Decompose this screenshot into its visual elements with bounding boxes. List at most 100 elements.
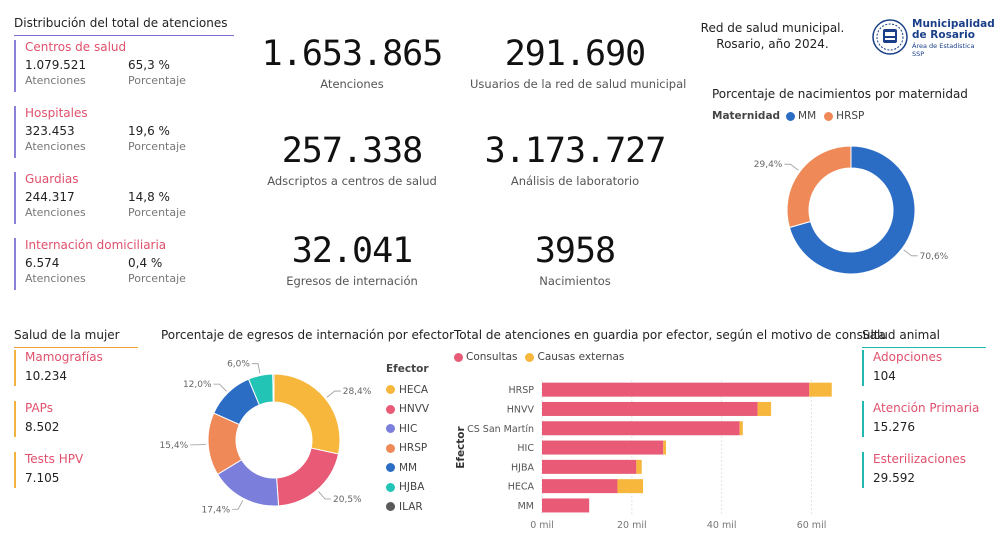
kpi-value: 10.234 bbox=[25, 369, 67, 383]
kpi-value: 3958 bbox=[534, 231, 616, 271]
egresos-legend-item[interactable]: HNVV bbox=[386, 400, 429, 420]
guardia-legend-item[interactable]: Consultas bbox=[454, 351, 517, 363]
municipality-logo: Municipalidad de Rosario Área de Estadís… bbox=[872, 17, 995, 61]
bar-consultas[interactable] bbox=[542, 401, 758, 416]
dist-card-pct-label: Porcentaje bbox=[128, 206, 186, 219]
kpi-label: Análisis de laboratorio bbox=[510, 174, 640, 188]
egresos-legend-item[interactable]: MM bbox=[386, 458, 429, 478]
donut-data-label: 70,6% bbox=[920, 252, 949, 262]
dist-card-value: 1.079.521 bbox=[25, 58, 87, 72]
bar-consultas[interactable] bbox=[542, 459, 637, 474]
bar-consultas[interactable] bbox=[542, 382, 810, 397]
bar-consultas[interactable] bbox=[542, 498, 590, 513]
bar-causas-externas[interactable] bbox=[663, 440, 666, 455]
bar-causas-externas[interactable] bbox=[809, 382, 832, 397]
dist-card-guardias: Guardias 244.317 Atenciones 14,8 % Porcent… bbox=[14, 172, 234, 224]
legend-swatch bbox=[386, 404, 395, 414]
report-header: Red de salud municipal. Rosario, año 202… bbox=[690, 20, 855, 52]
bar-consultas[interactable] bbox=[542, 421, 740, 436]
guardia-bar-chart: 0 mil 20 mil 40 mil 60 mil Efector HRSP HNVV CS… bbox=[455, 380, 832, 531]
donut-leader-line bbox=[232, 500, 244, 510]
legend-label: Causas externas bbox=[537, 351, 625, 363]
legend-label: HIC bbox=[399, 422, 418, 435]
dist-card-value-label: Atenciones bbox=[25, 206, 86, 219]
dist-card-value: 323.453 bbox=[25, 124, 75, 138]
donut-slice-mm[interactable] bbox=[788, 145, 916, 275]
births-legend-title: Maternidad bbox=[712, 110, 781, 122]
y-axis-title: Efector bbox=[455, 425, 467, 468]
logo-line3: Área de Estadística bbox=[912, 42, 975, 50]
births-donut-chart: 70,6% 29,4% bbox=[754, 145, 949, 275]
egresos-legend-item[interactable]: HRSP bbox=[386, 439, 429, 459]
dist-card-name: Hospitales bbox=[25, 106, 88, 120]
mujer-kpi-hpv: Tests HPV 7.105 bbox=[14, 452, 83, 488]
kpi-value: 291.690 bbox=[504, 34, 647, 74]
y-tick-label: HJBA bbox=[511, 462, 534, 473]
legend-swatch bbox=[386, 502, 395, 512]
legend-label: HRSP bbox=[836, 110, 865, 122]
egresos-legend-item[interactable]: ILAR bbox=[386, 497, 429, 517]
bar-causas-externas[interactable] bbox=[636, 459, 642, 474]
bar-causas-externas[interactable] bbox=[617, 479, 644, 494]
legend-swatch bbox=[454, 352, 463, 362]
dist-card-hospitales: Hospitales 323.453 Atenciones 19,6 % Porce… bbox=[14, 106, 234, 158]
kpi-label: Usuarios de la red de salud municipal bbox=[470, 77, 687, 91]
y-tick-label: CS San Martín bbox=[467, 424, 534, 435]
legend-swatch bbox=[386, 424, 395, 434]
egresos-legend-item[interactable]: HECA bbox=[386, 380, 429, 400]
dist-card-centros: Centros de salud 1.079.521 Atenciones 65,… bbox=[14, 40, 234, 92]
bar-causas-externas[interactable] bbox=[757, 401, 772, 416]
bar-causas-externas[interactable] bbox=[739, 421, 743, 436]
kpi-value: 257.338 bbox=[281, 131, 424, 171]
legend-swatch bbox=[386, 443, 395, 453]
egresos-donut-chart: 28,4% 20,5% 17,4% 15,4% 12,0% 6,0% bbox=[160, 360, 372, 516]
legend-swatch bbox=[386, 385, 395, 395]
guardia-chart-title: Total de atenciones en guardia por efect… bbox=[454, 328, 886, 342]
y-tick-label: HRSP bbox=[508, 385, 534, 396]
donut-slice-hnvv[interactable] bbox=[276, 447, 340, 507]
legend-swatch bbox=[386, 482, 395, 492]
births-chart-title: Porcentaje de nacimientos por maternidad bbox=[712, 87, 968, 101]
animal-kpi-esterilizaciones: Esterilizaciones 29.592 bbox=[862, 452, 966, 488]
logo-line2: de Rosario bbox=[912, 29, 975, 41]
donut-data-label: 12,0% bbox=[183, 380, 212, 390]
y-tick-label: MM bbox=[518, 501, 534, 512]
x-tick-label: 0 mil bbox=[530, 520, 554, 531]
guardia-legend-item[interactable]: Causas externas bbox=[525, 351, 624, 363]
donut-data-label: 20,5% bbox=[333, 495, 362, 505]
births-legend-item[interactable]: HRSP bbox=[824, 110, 864, 122]
kpi-atenciones: 1.653.865 Atenciones bbox=[252, 34, 452, 91]
births-legend-item[interactable]: MM bbox=[786, 110, 816, 122]
kpi-name: Tests HPV bbox=[25, 452, 84, 466]
donut-slice-hrsp[interactable] bbox=[786, 145, 852, 229]
kpi-value: 104 bbox=[873, 369, 896, 383]
kpi-label: Nacimientos bbox=[539, 274, 611, 288]
kpi-value: 15.276 bbox=[873, 420, 915, 434]
dist-card-name: Centros de salud bbox=[25, 40, 127, 54]
bar-consultas[interactable] bbox=[542, 440, 664, 455]
y-tick-label: HNVV bbox=[507, 404, 535, 415]
egresos-chart-title: Porcentaje de egresos de internación por… bbox=[161, 328, 455, 342]
kpi-label: Adscriptos a centros de salud bbox=[267, 174, 437, 188]
dist-card-value: 244.317 bbox=[25, 190, 75, 204]
logo-subtitle: Área de Estadística SSP bbox=[912, 42, 974, 58]
y-tick-label: HIC bbox=[517, 443, 534, 454]
bar-consultas[interactable] bbox=[542, 479, 618, 494]
egresos-legend-title: Efector bbox=[386, 363, 429, 375]
guardia-chart-legend: Consultas Causas externas bbox=[454, 351, 632, 363]
egresos-legend-item[interactable]: HJBA bbox=[386, 478, 429, 498]
donut-leader-line bbox=[326, 390, 341, 398]
kpi-value: 3.173.727 bbox=[484, 131, 667, 171]
y-tick-label: HECA bbox=[508, 482, 535, 493]
egresos-legend-item[interactable]: HIC bbox=[386, 419, 429, 439]
logo-title: Municipalidad de Rosario bbox=[912, 19, 995, 41]
legend-label: ILAR bbox=[399, 500, 423, 513]
kpi-laboratorio: 3.173.727 Análisis de laboratorio bbox=[470, 131, 680, 188]
distribution-title: Distribución del total de atenciones bbox=[14, 16, 234, 36]
donut-data-label: 28,4% bbox=[343, 387, 372, 397]
legend-swatch bbox=[824, 111, 834, 121]
donut-slice-heca[interactable] bbox=[273, 373, 341, 455]
kpi-value: 1.653.865 bbox=[261, 34, 444, 74]
dist-card-value-label: Atenciones bbox=[25, 272, 86, 285]
donut-slice-ilar[interactable] bbox=[272, 373, 275, 403]
